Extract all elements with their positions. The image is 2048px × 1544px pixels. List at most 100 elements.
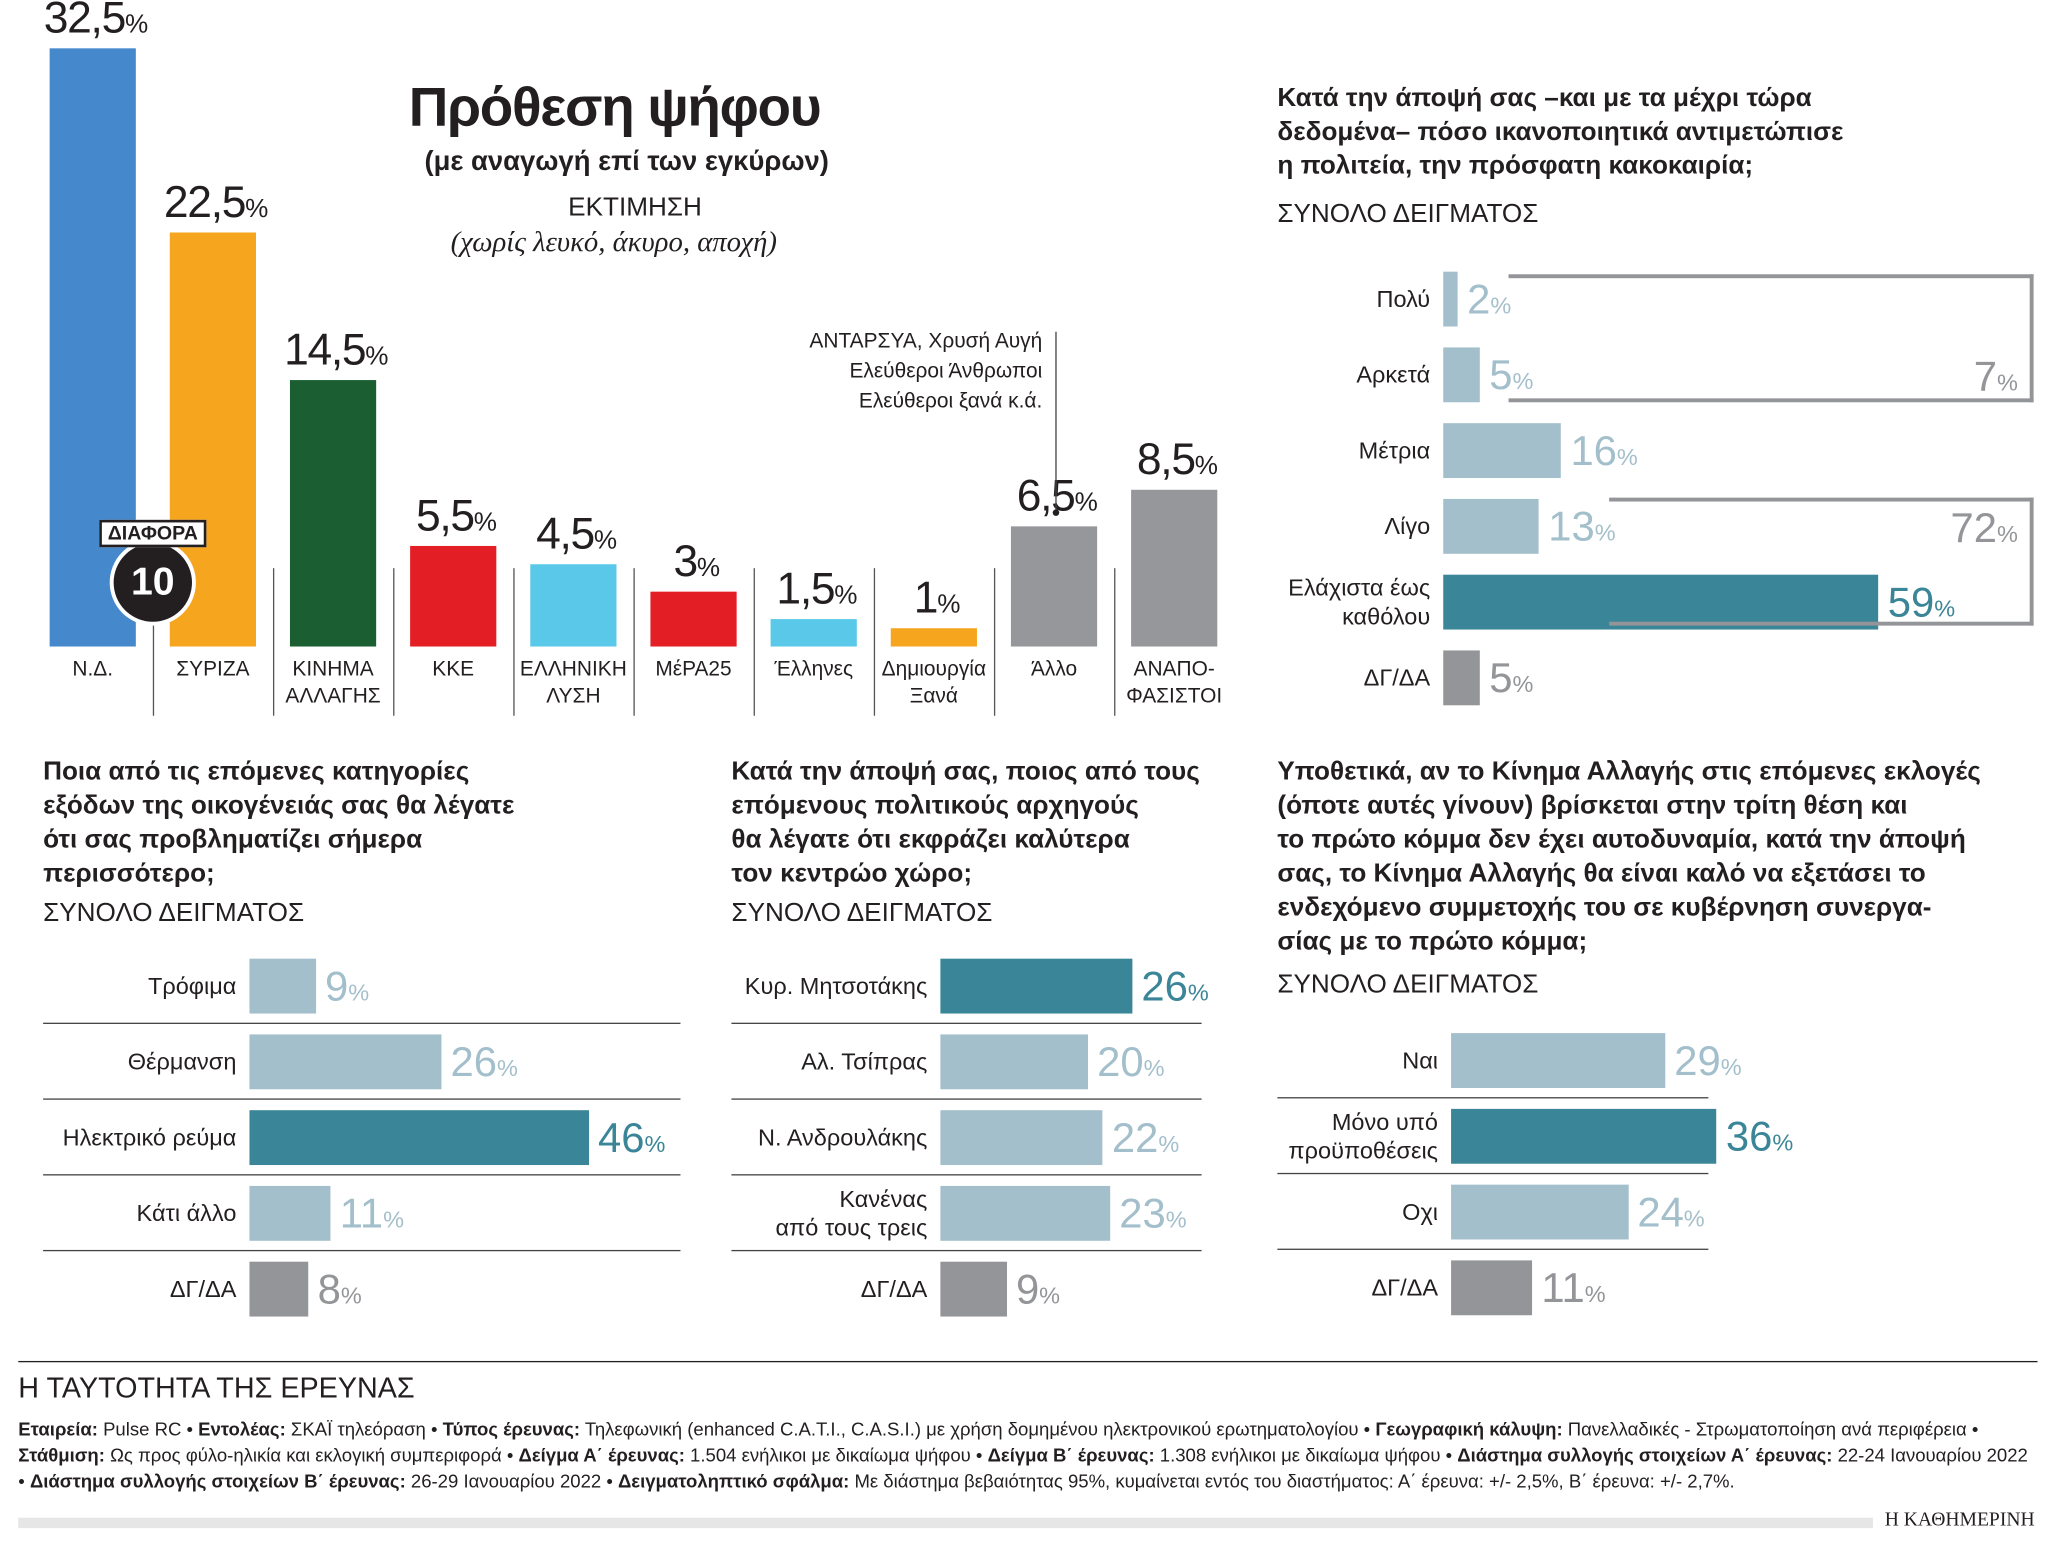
- row-label-line: Πολύ: [1376, 286, 1431, 313]
- estimate-note: (χωρίς λευκό, άκυρο, αποχή): [450, 224, 777, 258]
- row-label-line: προϋποθέσεις: [1288, 1137, 1439, 1164]
- sample-label: ΣΥΝΟΛΟ ΔΕΙΓΜΑΤΟΣ: [731, 898, 993, 928]
- row-label: ΔΓ/ΔΑ: [861, 1275, 928, 1304]
- others-note: ΑΝΤΑΡΣΥΑ, Χρυσή Αυγή Ελεύθεροι Άνθρωποι …: [809, 330, 1043, 413]
- bar-1: [940, 1034, 1088, 1090]
- row-label: ΔΓ/ΔΑ: [1364, 663, 1431, 692]
- detail-key: Δειγματοληπτικό σφάλμα:: [617, 1471, 850, 1493]
- question-line: Ποια από τις επόμενες κατηγορίες: [43, 757, 470, 787]
- bar-3: [410, 545, 497, 647]
- category-label-line: Ξανά: [909, 685, 958, 708]
- bar-4: [940, 1261, 1007, 1317]
- row-label-line: Ναι: [1402, 1047, 1439, 1074]
- question-line: τον κεντρώο χώρο;: [731, 859, 973, 889]
- bar-8: [1010, 526, 1098, 647]
- separator: •: [970, 1445, 988, 1467]
- others-leader-dot: [1052, 509, 1060, 516]
- question-line: θα λέγατε ότι εκφράζει καλύτερα: [731, 825, 1130, 855]
- separator: •: [601, 1471, 618, 1493]
- row-label: Λίγο: [1384, 512, 1430, 541]
- detail-value: Πανελλαδικές - Στρωματοποίηση ανά περιφέ…: [1562, 1419, 1967, 1441]
- row-label-line: Μόνο υπό: [1331, 1108, 1439, 1136]
- detail-key: Εντολέας:: [198, 1419, 286, 1441]
- bar-0: [940, 958, 1133, 1014]
- row-label: Ναι: [1402, 1046, 1438, 1075]
- sample-label: ΣΥΝΟΛΟ ΔΕΙΓΜΑΤΟΣ: [1277, 970, 1539, 1000]
- bar-7: [890, 628, 977, 647]
- detail-key: Διάστημα συλλογής στοιχείων Α΄ έρευνας:: [1457, 1445, 1833, 1467]
- row-label-line: Θέρμανση: [127, 1048, 237, 1075]
- difference-value: 10: [109, 539, 196, 626]
- row-divider: [731, 1249, 1202, 1252]
- row-label: Κανένας από τους τρεις: [775, 1185, 927, 1242]
- value-label: 32,5%: [43, 0, 148, 44]
- row-label: Αρκετά: [1356, 360, 1430, 389]
- row-label-line: Κάτι άλλο: [136, 1200, 237, 1227]
- bar-3: [249, 1185, 331, 1241]
- bar-3: [940, 1185, 1111, 1241]
- row-divider: [731, 1022, 1202, 1024]
- sample-label: ΣΥΝΟΛΟ ΔΕΙΓΜΑΤΟΣ: [43, 898, 305, 928]
- value-label: 36%: [1725, 1112, 1794, 1160]
- column-divider: [513, 568, 515, 716]
- question-line: Υποθετικά, αν το Κίνημα Αλλαγής στις επό…: [1277, 757, 1981, 787]
- bracket-group-2: [1609, 497, 2034, 626]
- column-divider: [753, 568, 755, 716]
- category-label-line: ΦΑΣΙΣΤΟΙ: [1126, 685, 1223, 708]
- bar-5: [1443, 650, 1481, 706]
- question-line: δεδομένα– πόσο ικανοποιητικά αντιμετώπισ…: [1277, 117, 1844, 147]
- difference-label: ΔΙΑΦΟΡΑ: [99, 519, 207, 548]
- separator: •: [1966, 1419, 1979, 1441]
- row-label: Αλ. Τσίπρας: [801, 1047, 927, 1076]
- category-label-line: ΚΚΕ: [432, 658, 475, 681]
- row-label-line: Ελάχιστα έως: [1288, 574, 1431, 601]
- question-title: Υποθετικά, αν το Κίνημα Αλλαγής στις επό…: [1277, 755, 1980, 959]
- bar-0: [249, 958, 316, 1014]
- row-label-line: Τρόφιμα: [147, 973, 237, 1000]
- value-label: 11%: [1541, 1264, 1606, 1312]
- question-line: περισσότερο;: [43, 859, 215, 889]
- category-label: Δημιουργία Ξανά: [874, 656, 994, 711]
- column-divider: [152, 568, 155, 716]
- bracket-group-1: [1508, 274, 2034, 403]
- difference-badge: ΔΙΑΦΟΡΑ 10: [99, 519, 207, 626]
- row-label: Μόνο υπό προϋποθέσεις: [1288, 1108, 1438, 1165]
- detail-key: Στάθμιση:: [18, 1445, 105, 1467]
- bar-4: [1443, 574, 1879, 630]
- question-line: σας, το Κίνημα Αλλαγής θα είναι καλό να …: [1277, 859, 1926, 889]
- group-total: 7%: [1973, 352, 2018, 400]
- row-label: ΔΓ/ΔΑ: [1371, 1273, 1438, 1302]
- bar-4: [530, 563, 617, 647]
- value-label: 5%: [1489, 654, 1534, 702]
- value-label: 2%: [1467, 275, 1512, 323]
- value-label: 26%: [1141, 962, 1209, 1010]
- value-label: 29%: [1674, 1037, 1742, 1085]
- detail-value: ΣΚΑΪ τηλεόραση: [285, 1419, 426, 1441]
- detail-key: Δείγμα Α΄ έρευνας:: [518, 1445, 685, 1467]
- category-label: ΚΙΝΗΜΑ ΑΛΛΑΓΗΣ: [273, 656, 393, 711]
- bar-5: [650, 591, 737, 647]
- category-label-line: ΛΥΣΗ: [546, 685, 601, 708]
- row-label-line: Λίγο: [1384, 513, 1431, 540]
- value-label: 11%: [339, 1189, 405, 1237]
- detail-value: Τηλεφωνική (enhanced C.A.T.I., C.A.S.I.)…: [580, 1419, 1359, 1441]
- category-label: Έλληνες: [754, 656, 874, 683]
- question-title: Κατά την άποψή σας, ποιος από τους επόμεν…: [731, 755, 1199, 891]
- row-label-line: Αλ. Τσίπρας: [801, 1048, 928, 1075]
- group-total: 72%: [1950, 504, 2018, 552]
- category-label-line: ΣΥΡΙΖΑ: [176, 658, 250, 681]
- question-line: ενδεχόμενο συμμετοχής του σε κυβέρνηση σ…: [1277, 893, 1932, 923]
- value-label: 22,5%: [163, 177, 268, 228]
- value-label: 8,5%: [1136, 435, 1218, 485]
- separator: •: [181, 1419, 199, 1441]
- category-label: ΜέΡΑ25: [633, 656, 753, 683]
- column-divider: [993, 568, 996, 716]
- category-label: ΣΥΡΙΖΑ: [153, 656, 273, 683]
- row-label-line: από τους τρεις: [775, 1214, 928, 1241]
- row-label: Θέρμανση: [128, 1047, 237, 1076]
- question-line: εξόδων της οικογένειάς σας θα λέγατε: [43, 791, 515, 821]
- bar-4: [249, 1261, 309, 1317]
- detail-value: Ως προς φύλο-ηλικία και εκλογική συμπερι…: [104, 1445, 502, 1467]
- column-divider: [873, 568, 876, 716]
- row-divider: [731, 1098, 1202, 1100]
